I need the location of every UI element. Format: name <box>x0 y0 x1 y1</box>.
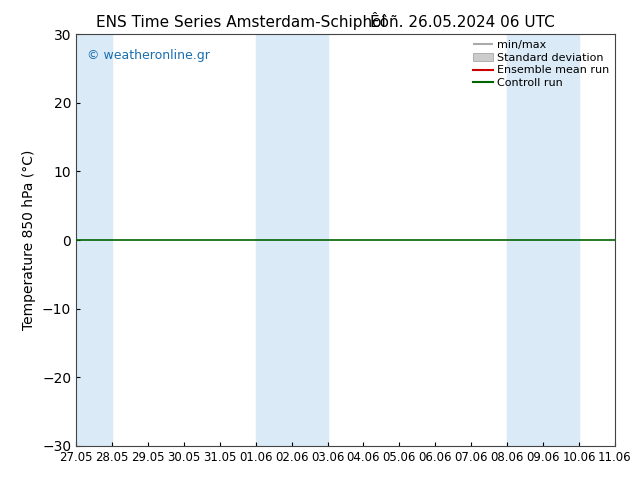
Legend: min/max, Standard deviation, Ensemble mean run, Controll run: min/max, Standard deviation, Ensemble me… <box>470 38 612 91</box>
Bar <box>256 34 328 446</box>
Text: Êôñ. 26.05.2024 06 UTC: Êôñ. 26.05.2024 06 UTC <box>370 15 555 30</box>
Text: ENS Time Series Amsterdam-Schiphol: ENS Time Series Amsterdam-Schiphol <box>96 15 386 30</box>
Bar <box>76 34 112 446</box>
Bar <box>507 34 579 446</box>
Y-axis label: Temperature 850 hPa (°C): Temperature 850 hPa (°C) <box>22 150 36 330</box>
Text: © weatheronline.gr: © weatheronline.gr <box>87 49 210 62</box>
